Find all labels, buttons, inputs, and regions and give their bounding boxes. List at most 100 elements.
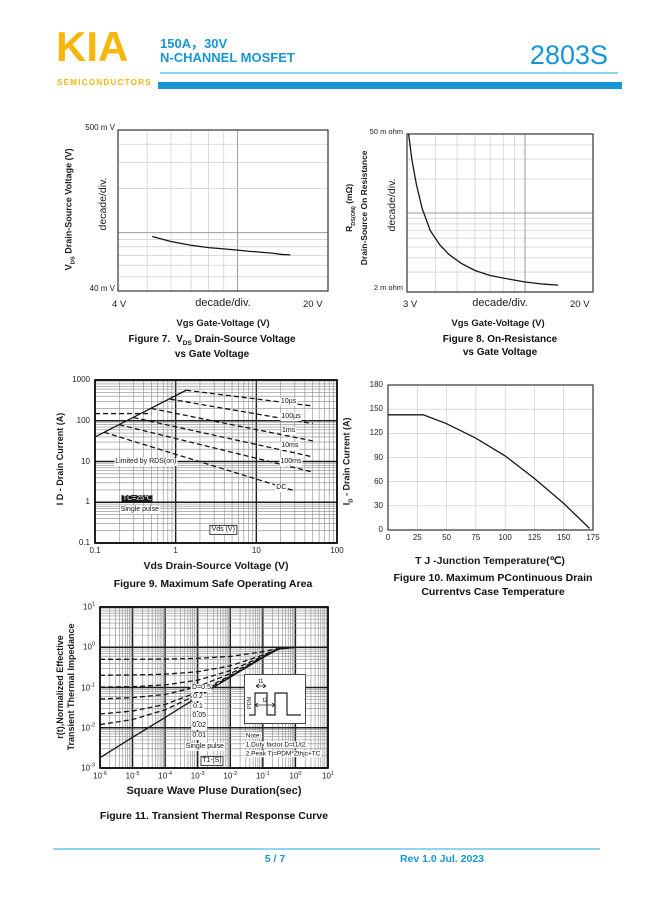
fig9-x-tick: 100 (330, 546, 344, 555)
fig11-annotation: D=0.5 (191, 683, 212, 692)
fig7-caption: Figure 7. VDS Drain-Source Voltage vs Gat… (128, 334, 296, 361)
fig11-annotation: 0.1 (192, 702, 204, 711)
fig8-x-axis-title: Vgs Gate-Voltage (V) (451, 318, 545, 329)
fig11-y-tick: 101 (83, 601, 95, 612)
fig11-series-d-0-5 (99, 646, 328, 660)
fig11-y-tick: 100 (83, 641, 95, 652)
fig9-x-tick: 0.1 (89, 546, 101, 555)
fig11-annotation: 0.02 (191, 722, 207, 731)
inset-t2-label: t2 (262, 698, 268, 704)
fig10-x-tick: 175 (586, 533, 600, 542)
fig10-x-tick: 0 (385, 533, 391, 542)
fig8-plot-svg (406, 133, 594, 293)
part-rating: 150A，30V (160, 36, 228, 51)
fig10-plot-svg (387, 384, 594, 531)
fig9-annotation: 10µs (279, 397, 298, 407)
fig10-y-tick: 180 (369, 380, 383, 389)
fig7-y-min-label: 40 m V (89, 284, 115, 293)
header-rule-thin (160, 72, 618, 74)
fig9-caption: Figure 9. Maximum Safe Operating Area (113, 578, 313, 590)
fig8-y-decade-label: decade/div. (386, 178, 398, 232)
fig11-y-tick: 10-3 (81, 762, 95, 773)
fig9-annotation: DC (275, 483, 288, 492)
fig11-x-axis-title: Square Wave Pluse Duration(sec) (126, 785, 302, 797)
inset-t1-label: t1 (258, 679, 264, 685)
fig9-annotation: 100ms (279, 457, 303, 466)
fig11-annotation: 0.01 (191, 731, 207, 740)
fig11-series-d-0-05 (99, 646, 328, 700)
fig10-x-tick: 50 (442, 533, 452, 542)
fig9-series-100ms (119, 424, 313, 473)
fig9-series-rds-on-limit (94, 389, 187, 438)
fig10-chart: 0 25 50 75 100 125 150 175 180 150 120 90 60 30 0 (370, 381, 600, 542)
fig9-annotation: 100µs (280, 412, 302, 421)
fig11-annotation: 0.2 (192, 693, 204, 702)
fig10-x-tick: 25 (412, 533, 422, 542)
fig9-annotation: Limited by RDS(on) (114, 457, 178, 466)
fig8-y-min-label: 2 m ohm (373, 283, 403, 292)
fig11-x-tick: 10-4 (158, 771, 173, 781)
fig10-y-axis-title: ID - Drain Current (A) (341, 417, 355, 506)
pulse-waveform-diagram: t1 t2 PDM (247, 679, 301, 716)
fig11-annotation: Note: (244, 732, 263, 740)
fig11-series-d-0-01 (99, 646, 328, 726)
fig11-plot-svg (99, 606, 329, 769)
fig8-y-max-label: 50 m ohm (369, 127, 403, 136)
page-number: 5 / 7 (264, 853, 286, 865)
fig10-y-tick: 150 (369, 404, 383, 414)
fig11-annotation: T1-[S] (200, 755, 224, 766)
fig10-y-tick: 0 (378, 525, 383, 534)
fig9-annotation: TC=25℃ (121, 494, 153, 504)
fig11-x-tick: 10-6 (93, 771, 107, 781)
fig8-y-axis-title: RDS(ON) (mΩ) Drain-Source On Resistance (344, 150, 370, 266)
fig9-y-axis-title: I D - Drain Current (A) (55, 412, 65, 506)
fig10-x-tick: 75 (471, 533, 481, 542)
fig7-x-axis-title: Vgs Gate-Voltage (V) (176, 318, 270, 329)
revision: Rev 1.0 Jul. 2023 (399, 853, 484, 865)
fig7-chart (117, 129, 329, 292)
fig11-caption: Figure 11. Transient Thermal Response Cu… (99, 810, 329, 822)
fig9-y-tick: 1000 (72, 375, 90, 384)
fig9-series-1ms (151, 407, 313, 442)
fig11-annotation: 1.Duty factor D=t1/t2 (244, 740, 307, 749)
footer-rule (53, 848, 600, 850)
fig10-y-tick: 90 (374, 452, 383, 462)
fig7-x-min-label: 4 V (112, 299, 127, 310)
fig9-series-dc (104, 431, 296, 492)
fig9-series-10ms (133, 416, 313, 458)
fig9-y-tick: 0.1 (78, 538, 90, 547)
fig11-y-tick: 10-1 (81, 682, 95, 692)
fig10-x-tick: 125 (527, 533, 542, 542)
fig11-chart: 10-6 10-5 10-4 10-3 10-2 10-1 100 101 101 100 10-1… (81, 602, 334, 780)
fig11-annotation: Single pulse (184, 743, 225, 752)
fig8-x-decade-label: decade/div. (472, 297, 528, 309)
fig11-x-tick: 10-2 (223, 771, 238, 781)
fig11-y-axis-title: r(t),Normalized Effective Transient Ther… (55, 623, 76, 751)
fig9-annotation: Single pulse (119, 505, 160, 514)
fig8-x-min-label: 3 V (403, 299, 418, 310)
fig8-x-max-label: 20 V (570, 299, 590, 310)
fig8-series-rds-on-vs-vgs (407, 133, 559, 286)
fig11-x-tick: 10-3 (190, 771, 205, 781)
fig10-y-tick: 30 (374, 500, 383, 510)
fig11-pulse-inset: t1 t2 PDM (244, 674, 306, 724)
fig9-x-tick: 1 (173, 546, 178, 555)
fig11-series-single-pulse (99, 646, 328, 759)
header-rule-thick (158, 82, 622, 89)
fig11-x-tick: 10-1 (255, 771, 270, 781)
fig9-y-tick: 1 (85, 497, 90, 507)
fig11-y-tick: 10-2 (81, 722, 95, 733)
fig9-chart: 0.1 1 10 100 1000 100 10 1 0.1 Limited by RDS(on)… (72, 376, 343, 555)
fig9-annotation: 1ms (280, 427, 297, 436)
fig9-y-tick: 10 (81, 456, 90, 466)
fig10-x-tick: 100 (498, 533, 512, 542)
fig10-series-id-max-vs-tj (388, 414, 590, 529)
kia-logo: KIA (56, 23, 129, 70)
fig10-x-axis-title: T J -Junction Temperature(℃) (415, 555, 565, 567)
fig10-x-tick: 150 (557, 533, 571, 542)
fig11-annotation: 0.05 (191, 712, 207, 721)
fig7-x-max-label: 20 V (303, 299, 323, 310)
fig8-caption: Figure 8. On-Resistance vs Gate Voltage (442, 334, 558, 358)
part-number: 2803S (529, 40, 608, 70)
